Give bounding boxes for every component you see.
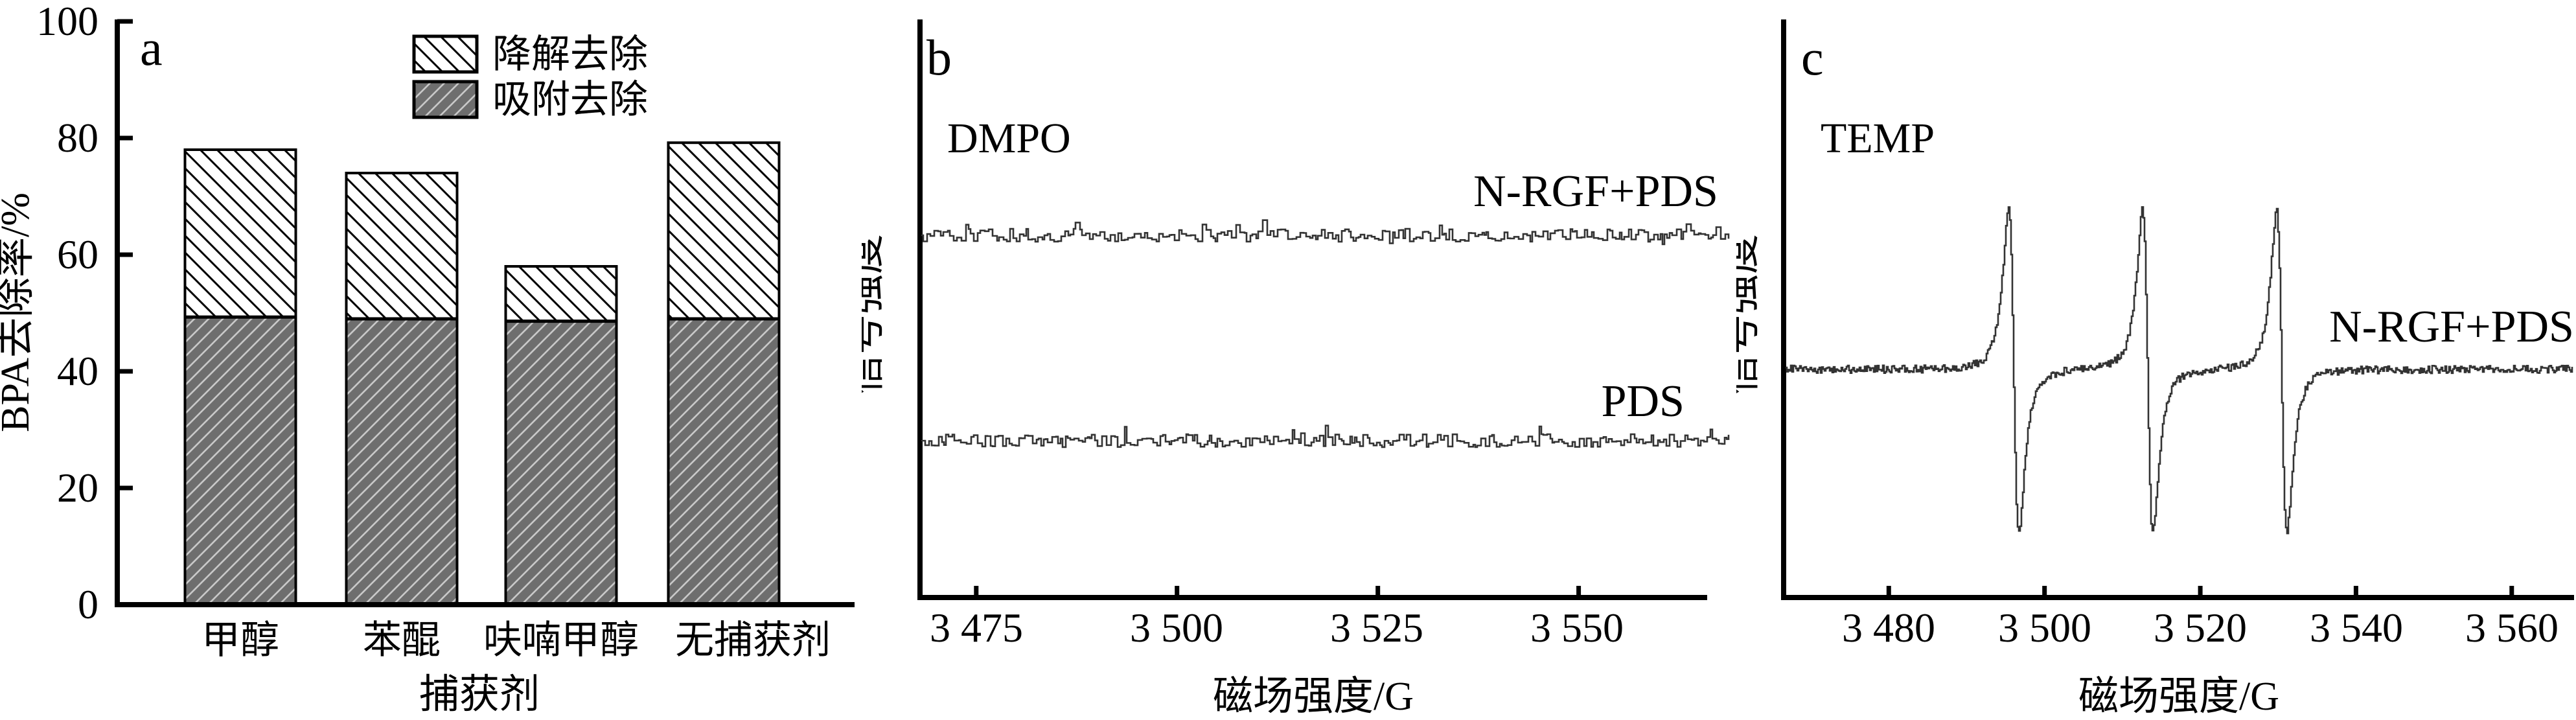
bar-degradation-3 [667, 141, 781, 320]
panel-a-x-axis-title: 捕获剂 [419, 673, 540, 717]
bar-adsorption-2 [504, 319, 618, 606]
bar-degradation-1 [345, 172, 459, 320]
panel-c-x-axis-title: 磁场强度/G [2078, 675, 2279, 719]
bar-series-group [183, 141, 781, 606]
legend-label-degradation: 降解去除 [492, 33, 648, 76]
panel-c-spin-trap-annotation: TEMP [1821, 115, 1935, 162]
b-series-label-pds: PDS [1602, 377, 1685, 426]
trace-temp-n-rgf-pds [1786, 206, 2573, 535]
panel-a-letter: a [140, 19, 163, 76]
panel-a-y-axis-title: BPA去除率/% [0, 192, 38, 432]
trace-n-rgf-pds [921, 219, 1730, 246]
panel-b-axes [917, 19, 1707, 600]
b-series-label-n-rgf-pds: N-RGF+PDS [1473, 167, 1718, 216]
panel-c-y-axis-title: 信号强度 [1736, 234, 1763, 395]
panel-c-epr-temp-chart: 3 480 3 500 3 520 3 540 3 560 磁场强度/G 信号强… [1736, 19, 2574, 719]
panel-a-y-tick-marks [117, 19, 133, 607]
category-benzoquinone: 苯醌 [363, 619, 441, 662]
c-x-tick-3560: 3 560 [2465, 605, 2559, 651]
panel-a-stacked-bar-chart: 0 20 40 60 80 100 甲醇 苯醌 呋喃甲醇 无捕获剂 捕获剂 BP… [0, 0, 855, 717]
b-x-tick-3550: 3 550 [1530, 605, 1624, 651]
panel-b-y-axis-title: 信号强度 [862, 234, 888, 395]
category-no-scavenger: 无捕获剂 [675, 619, 831, 662]
c-x-tick-3540: 3 540 [2310, 605, 2403, 651]
panel-b-x-axis-title: 磁场强度/G [1213, 675, 1414, 719]
y-tick-100: 100 [36, 0, 98, 44]
y-tick-20: 20 [57, 465, 98, 511]
panel-b-x-tick-marks [974, 586, 1581, 598]
bar-adsorption-1 [345, 318, 459, 606]
panel-c-letter: c [1801, 29, 1824, 86]
c-x-tick-3500: 3 500 [1998, 605, 2091, 651]
bar-adsorption-3 [667, 318, 781, 606]
panel-b-letter: b [926, 29, 952, 86]
legend-label-adsorption: 吸附去除 [492, 78, 648, 121]
b-x-tick-3475: 3 475 [930, 605, 1023, 651]
legend-swatch-degradation [412, 34, 479, 74]
panel-c-axes [1781, 19, 2574, 600]
c-x-tick-3520: 3 520 [2154, 605, 2247, 651]
b-x-tick-3500: 3 500 [1130, 605, 1223, 651]
c-series-label-n-rgf-pds: N-RGF+PDS [2329, 302, 2574, 352]
category-furfuryl-alcohol: 呋喃甲醇 [483, 619, 639, 662]
legend-swatch-adsorption [412, 80, 479, 119]
c-x-tick-3480: 3 480 [1842, 605, 1935, 651]
panel-c-x-tick-marks [1886, 586, 2514, 598]
category-methanol: 甲醇 [201, 619, 279, 662]
bar-degradation-2 [504, 265, 618, 323]
bar-degradation-0 [183, 148, 297, 319]
b-x-tick-3525: 3 525 [1330, 605, 1423, 651]
panel-b-spin-trap-annotation: DMPO [947, 115, 1071, 162]
y-tick-60: 60 [57, 231, 98, 277]
y-tick-80: 80 [57, 115, 98, 161]
y-tick-40: 40 [57, 348, 98, 394]
panel-b-epr-dmpo-chart: 3 475 3 500 3 525 3 550 磁场强度/G 信号强度 b DM… [862, 19, 1730, 719]
y-tick-0: 0 [78, 581, 98, 627]
trace-pds [921, 424, 1730, 448]
bar-adsorption-0 [183, 316, 297, 606]
